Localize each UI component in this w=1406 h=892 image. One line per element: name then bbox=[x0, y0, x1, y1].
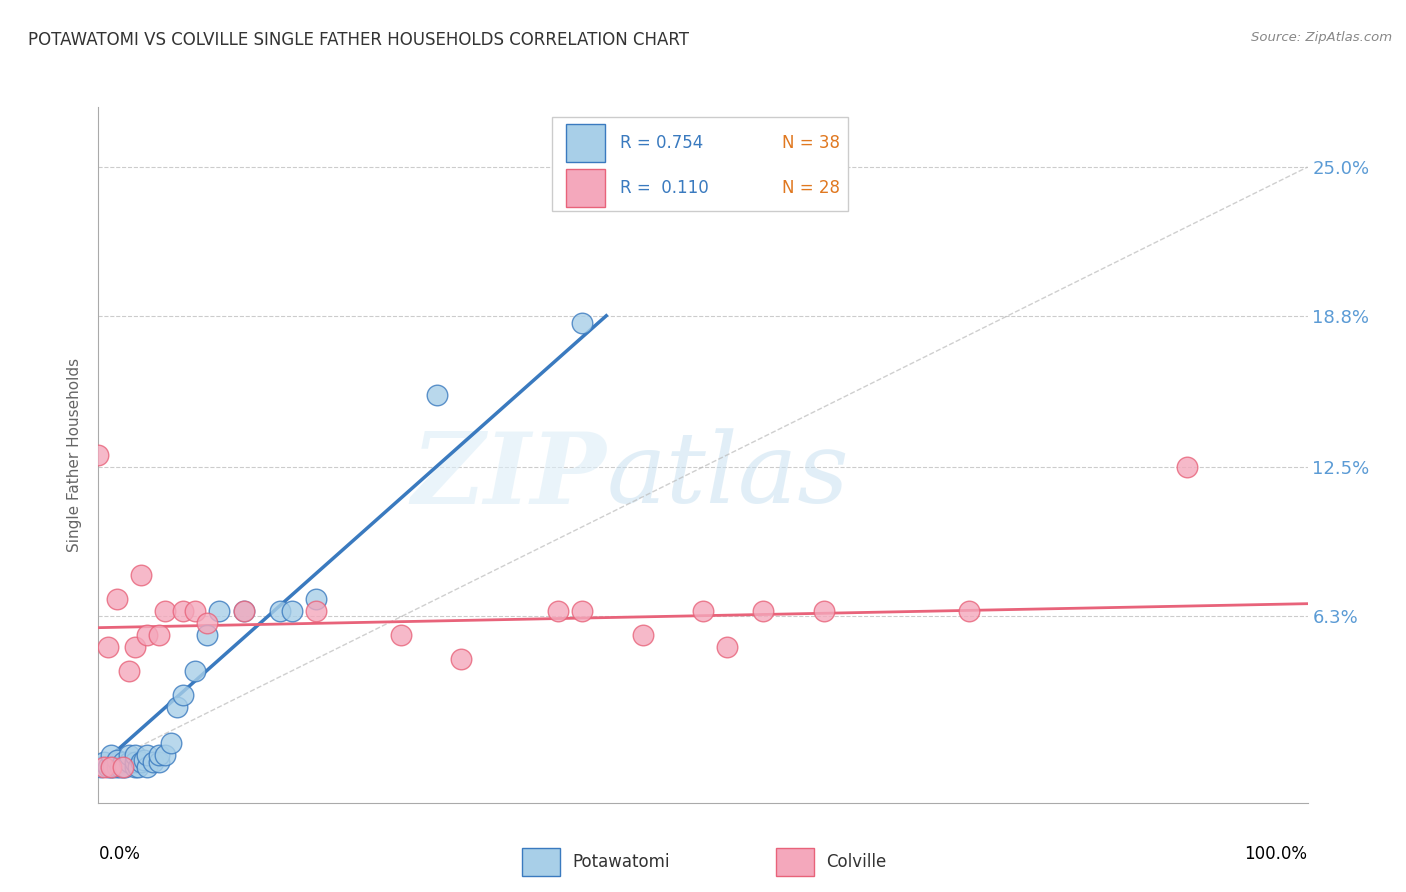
Point bbox=[547, 604, 569, 618]
FancyBboxPatch shape bbox=[567, 124, 605, 162]
Point bbox=[195, 628, 218, 642]
Point bbox=[172, 688, 194, 702]
Point bbox=[153, 747, 176, 762]
Point bbox=[1175, 459, 1198, 474]
Point bbox=[184, 664, 207, 678]
Point bbox=[100, 747, 122, 762]
Point bbox=[111, 755, 134, 769]
Text: Source: ZipAtlas.com: Source: ZipAtlas.com bbox=[1251, 31, 1392, 45]
Point bbox=[208, 604, 231, 618]
Point bbox=[148, 747, 170, 762]
Point bbox=[142, 755, 165, 769]
Point bbox=[305, 591, 328, 606]
Point bbox=[153, 604, 176, 618]
Point bbox=[105, 753, 128, 767]
Point bbox=[101, 760, 124, 774]
Point bbox=[118, 664, 141, 678]
Text: N = 38: N = 38 bbox=[782, 135, 839, 153]
Point bbox=[305, 604, 328, 618]
Point bbox=[135, 628, 157, 642]
Point bbox=[269, 604, 291, 618]
Point bbox=[692, 604, 714, 618]
Point bbox=[571, 604, 593, 618]
Point bbox=[195, 615, 218, 630]
Point bbox=[281, 604, 304, 618]
Point bbox=[957, 604, 980, 618]
Text: POTAWATOMI VS COLVILLE SINGLE FATHER HOUSEHOLDS CORRELATION CHART: POTAWATOMI VS COLVILLE SINGLE FATHER HOU… bbox=[28, 31, 689, 49]
Point bbox=[426, 388, 449, 402]
FancyBboxPatch shape bbox=[522, 848, 561, 876]
Point bbox=[105, 760, 128, 774]
Point bbox=[118, 755, 141, 769]
Point bbox=[111, 760, 134, 774]
Point bbox=[172, 604, 194, 618]
Text: Colville: Colville bbox=[827, 853, 887, 871]
Point bbox=[87, 448, 110, 462]
Point bbox=[114, 760, 136, 774]
FancyBboxPatch shape bbox=[553, 118, 848, 211]
Point bbox=[752, 604, 775, 618]
Point bbox=[118, 747, 141, 762]
Point bbox=[184, 604, 207, 618]
Point bbox=[232, 604, 254, 618]
Point bbox=[100, 760, 122, 774]
Point bbox=[134, 753, 156, 767]
Point bbox=[813, 604, 835, 618]
Text: 100.0%: 100.0% bbox=[1244, 845, 1308, 863]
Point bbox=[124, 755, 146, 769]
Point bbox=[127, 760, 149, 774]
Text: atlas: atlas bbox=[606, 428, 849, 524]
Point bbox=[232, 604, 254, 618]
Point bbox=[97, 640, 120, 654]
Text: 0.0%: 0.0% bbox=[98, 845, 141, 863]
Point bbox=[160, 736, 183, 750]
Text: Potawatomi: Potawatomi bbox=[572, 853, 669, 871]
Point bbox=[124, 760, 146, 774]
Text: N = 28: N = 28 bbox=[782, 179, 839, 197]
Text: R =  0.110: R = 0.110 bbox=[620, 179, 709, 197]
Point bbox=[148, 755, 170, 769]
Point bbox=[135, 760, 157, 774]
Point bbox=[100, 760, 122, 774]
Point bbox=[129, 755, 152, 769]
Point bbox=[166, 699, 188, 714]
Point bbox=[571, 316, 593, 330]
Text: R = 0.754: R = 0.754 bbox=[620, 135, 703, 153]
Point bbox=[389, 628, 412, 642]
Point bbox=[135, 747, 157, 762]
Point bbox=[93, 760, 115, 774]
Point bbox=[148, 628, 170, 642]
FancyBboxPatch shape bbox=[776, 848, 814, 876]
Point bbox=[631, 628, 654, 642]
Point bbox=[124, 747, 146, 762]
Point bbox=[124, 640, 146, 654]
Point bbox=[93, 755, 115, 769]
Point bbox=[97, 760, 120, 774]
Point bbox=[129, 567, 152, 582]
Point bbox=[90, 760, 112, 774]
Text: ZIP: ZIP bbox=[412, 427, 606, 524]
Point bbox=[450, 652, 472, 666]
Y-axis label: Single Father Households: Single Father Households bbox=[67, 358, 83, 552]
Point bbox=[105, 591, 128, 606]
Point bbox=[716, 640, 738, 654]
Point bbox=[111, 760, 134, 774]
Point bbox=[108, 760, 131, 774]
FancyBboxPatch shape bbox=[567, 169, 605, 207]
